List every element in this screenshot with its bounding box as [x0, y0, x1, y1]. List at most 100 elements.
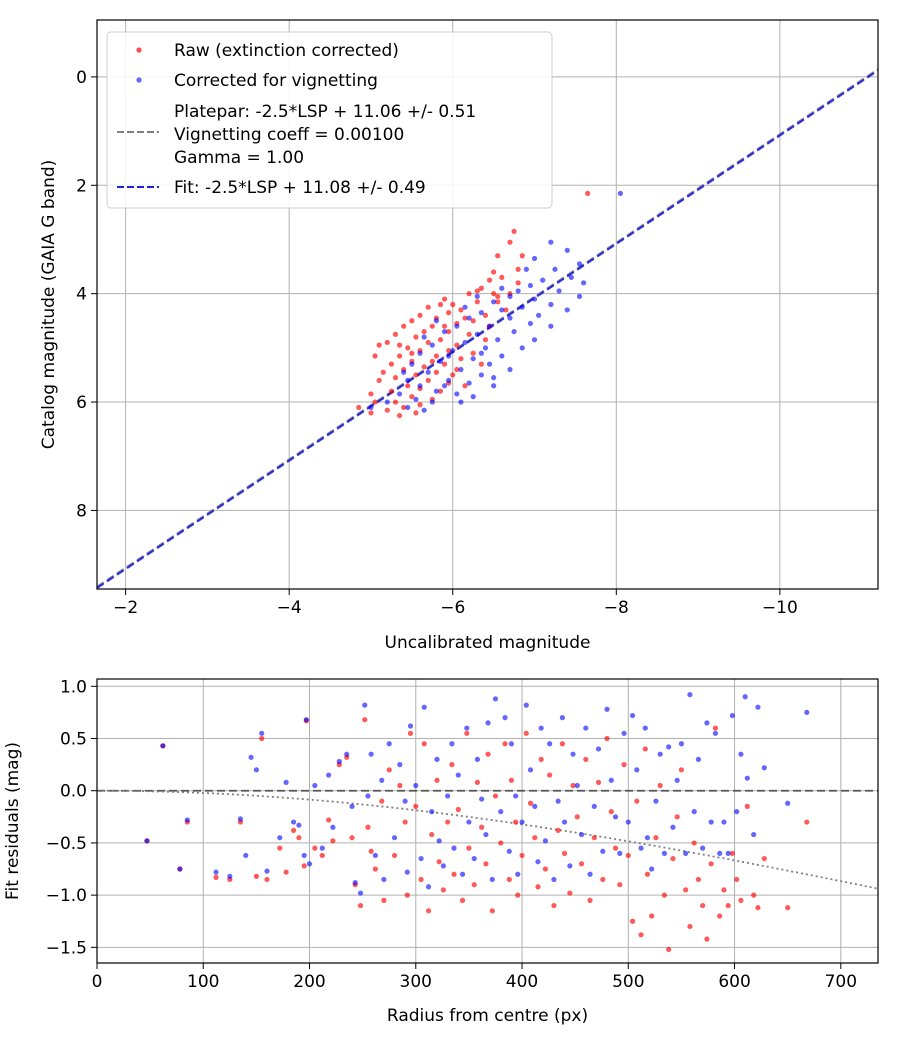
corrected-point — [462, 304, 468, 310]
raw-point — [555, 827, 561, 833]
raw-point — [712, 725, 719, 731]
raw-point — [402, 819, 408, 825]
corrected-point — [455, 772, 461, 778]
raw-point — [700, 902, 706, 909]
corrected-point — [634, 767, 640, 773]
raw-point — [587, 897, 593, 903]
raw-point — [446, 310, 452, 316]
raw-point — [425, 304, 431, 310]
corrected-point — [421, 704, 427, 710]
corrected-point — [542, 838, 549, 844]
legend-label-platepar-line3: Gamma = 1.00 — [174, 148, 304, 168]
raw-point — [296, 835, 302, 841]
raw-point — [368, 848, 374, 854]
corrected-point — [418, 855, 424, 862]
corrected-point — [568, 274, 574, 281]
bottom-x-ticks: 0 100 200 300 400 500 600 700 — [92, 963, 857, 992]
raw-point — [485, 751, 491, 757]
raw-point — [421, 741, 427, 747]
corrected-point — [248, 754, 254, 760]
raw-point — [486, 277, 493, 283]
raw-point — [421, 328, 427, 335]
raw-point — [405, 383, 411, 389]
bottom-scatter-points — [144, 692, 810, 953]
raw-point — [397, 782, 403, 789]
raw-point — [356, 404, 362, 411]
corrected-point — [450, 347, 456, 354]
top-fit-lines — [97, 68, 878, 589]
corrected-point — [587, 871, 593, 877]
raw-point — [591, 835, 597, 841]
legend-label-raw: Raw (extinction corrected) — [174, 41, 399, 61]
raw-point — [532, 835, 538, 841]
raw-point — [392, 399, 399, 405]
corrected-point — [574, 782, 580, 789]
corrected-point — [502, 715, 508, 721]
corrected-point — [700, 845, 706, 851]
corrected-point — [483, 831, 489, 838]
raw-point — [527, 800, 534, 806]
corrected-point — [409, 361, 415, 367]
top-x-axis-label: Uncalibrated magnitude — [385, 633, 591, 653]
corrected-point — [523, 266, 529, 272]
corrected-point — [349, 803, 355, 809]
corrected-point — [425, 884, 432, 890]
legend-marker-raw — [136, 47, 142, 53]
corrected-point — [326, 772, 332, 778]
raw-point — [583, 756, 589, 762]
corrected-point — [478, 350, 484, 356]
raw-point — [729, 850, 736, 856]
corrected-point — [365, 793, 371, 799]
corrected-point — [391, 835, 398, 841]
corrected-point — [486, 323, 493, 329]
corrected-point — [441, 383, 448, 389]
corrected-point — [243, 852, 249, 859]
raw-point — [384, 339, 390, 346]
corrected-point — [547, 741, 553, 747]
corrected-point — [666, 744, 672, 750]
corrected-point — [499, 307, 505, 313]
raw-point — [491, 291, 497, 297]
corrected-point — [492, 696, 499, 702]
corrected-point — [578, 831, 585, 838]
corrected-point — [184, 817, 190, 823]
corrected-point — [425, 369, 431, 375]
x-tick-label: 300 — [400, 972, 432, 992]
raw-point — [429, 323, 435, 329]
corrected-point — [595, 746, 602, 752]
raw-point — [458, 356, 464, 362]
raw-point — [470, 318, 476, 324]
top-x-ticks: −2 −4 −6 −8 −10 — [113, 589, 798, 618]
raw-point — [290, 827, 297, 833]
raw-point — [405, 345, 411, 351]
raw-point — [421, 364, 427, 370]
top-y-ticks: 0 2 4 6 8 — [76, 68, 97, 521]
corrected-point — [482, 345, 489, 351]
raw-point — [391, 852, 398, 859]
corrected-point — [527, 282, 534, 289]
corrected-point — [548, 323, 554, 329]
raw-point — [503, 307, 509, 313]
corrected-point — [296, 822, 302, 828]
y-tick-label: 6 — [76, 393, 87, 413]
corrected-point — [725, 850, 731, 856]
raw-point — [458, 307, 464, 313]
bottom-x-axis-label: Radius from centre (px) — [387, 1006, 588, 1026]
raw-point — [259, 735, 265, 742]
corrected-point — [433, 318, 439, 324]
raw-point — [451, 871, 457, 877]
raw-point — [368, 391, 374, 397]
x-tick-label: 600 — [718, 972, 750, 992]
raw-point — [542, 866, 549, 872]
corrected-point — [785, 800, 791, 806]
raw-point — [674, 814, 680, 820]
corrected-point — [489, 876, 495, 883]
corrected-point — [580, 280, 587, 286]
corrected-point — [441, 328, 448, 335]
corrected-point — [661, 850, 668, 856]
raw-point — [388, 388, 395, 394]
corrected-point — [657, 751, 663, 757]
raw-point — [474, 779, 481, 785]
raw-point — [425, 908, 432, 914]
